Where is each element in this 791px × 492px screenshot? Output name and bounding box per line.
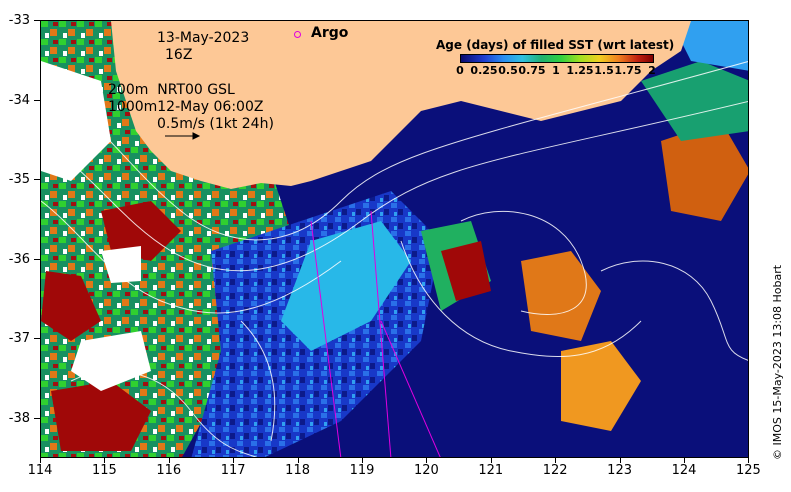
y-tick-mark [34,99,40,101]
legend-tick-label: 0.5 [498,64,518,77]
x-tick-mark [490,458,492,463]
orange-patch-e1 [521,251,601,341]
y-tick-label: -38 [8,410,30,426]
y-tick-mark [34,338,40,339]
x-tick-mark [168,458,170,463]
credit-text: © IMOS 15-May-2023 13:08 Hobart [771,264,784,460]
y-tick-label: -34 [8,92,30,108]
land-mass [111,21,691,189]
x-tick-mark [555,458,557,463]
sst-age-map [41,21,748,457]
legend-tick-label: 0 [456,64,464,77]
cloud-patch-c [101,246,141,283]
cyan-patch-ne [671,21,748,71]
x-tick-label: 120 [413,463,439,478]
legend-tick-label: 1 [552,64,560,77]
y-tick-mark [34,258,40,260]
x-tick-mark [233,458,235,463]
x-tick-mark [684,458,685,463]
current-contours [41,61,748,457]
x-tick-mark [426,458,428,463]
orange-patch-ne [661,121,748,221]
map-hour: 16Z [165,47,193,63]
teal-patch-ne [641,61,748,141]
x-tick-label: 114 [27,463,53,478]
y-tick-label: -35 [8,172,30,187]
legend-tick-label: 1.5 [594,64,614,77]
y-tick-mark [34,417,40,419]
x-tick-label: 118 [285,463,310,478]
y-tick-mark [34,179,40,180]
red-patch-w [41,271,101,341]
x-tick-mark [748,458,750,463]
legend-tick-label: 0.75 [518,64,546,77]
current-info-line2: 1000m12-May 06:00Z [108,99,264,115]
x-tick-label: 122 [542,463,568,478]
cyan-band [281,221,411,351]
x-tick-label: 119 [349,463,375,478]
y-tick-label: -33 [8,13,30,28]
legend-tick-label: 1.25 [566,64,594,77]
x-tick-mark [619,458,621,463]
map-date: 13-May-2023 [157,30,250,46]
x-tick-label: 125 [735,463,761,478]
current-info-line1: 200m NRT00 GSL [108,82,235,98]
legend-colorbar [460,54,654,63]
scale-label: 0.5m/s (1kt 24h) [157,116,274,132]
x-tick-label: 116 [156,463,182,478]
red-patch-sw [51,381,151,451]
red-patch-nw [101,201,181,261]
y-tick-label: -37 [8,331,30,346]
legend-title: Age (days) of filled SST (wrt latest) [436,38,675,52]
x-tick-label: 124 [671,463,697,478]
x-tick-label: 117 [220,463,246,478]
x-tick-mark [297,458,299,463]
legend-tick-label: 0.25 [470,64,498,77]
cloud-patch-w [71,331,151,391]
scale-arrow [165,132,201,140]
legend-tick-label: 1.75 [614,64,642,77]
legend-tick-label: 2 [648,64,656,77]
x-tick-mark [362,458,363,463]
cloud-patch-nw [41,61,111,181]
y-tick-mark [34,20,40,21]
argo-marker-icon [294,31,301,38]
legend-ticks: 0 0.25 0.5 0.75 1 1.25 1.5 1.75 2 [455,64,660,78]
red-patch-e [441,241,491,301]
x-tick-mark [40,458,41,463]
x-tick-mark [104,458,106,463]
argo-label: Argo [311,25,349,41]
map-panel [40,20,749,458]
x-tick-label: 123 [607,463,632,478]
x-tick-label: 121 [478,463,504,478]
x-tick-label: 115 [91,463,117,478]
orange-patch-e2 [561,341,641,431]
argo-tracks [310,210,441,457]
y-tick-label: -36 [8,251,30,267]
